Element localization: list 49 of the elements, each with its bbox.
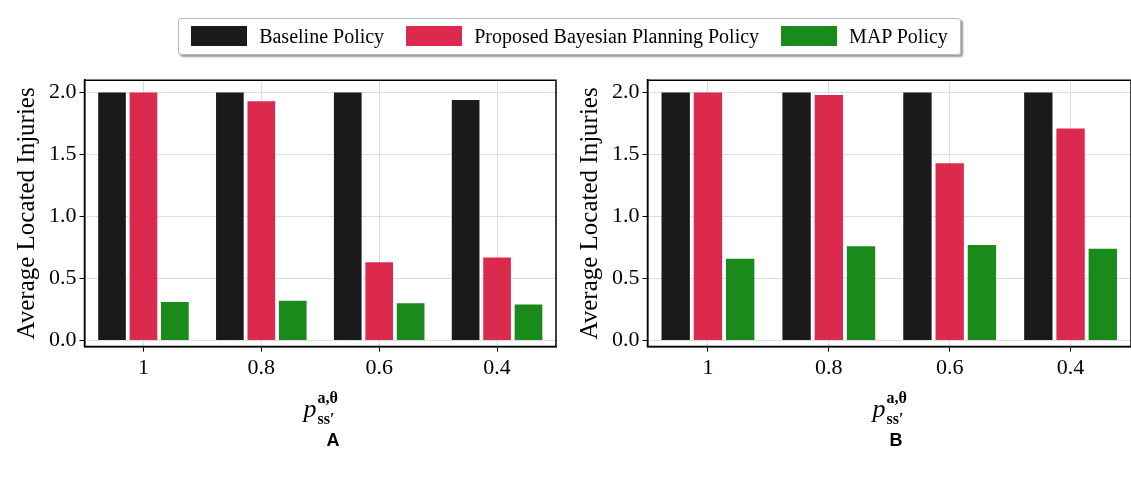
bar <box>814 95 843 340</box>
y-tick-label: 1.5 <box>49 140 77 166</box>
x-tick-label: 0.8 <box>247 353 276 379</box>
bar <box>782 92 811 340</box>
bar <box>661 92 690 340</box>
bar <box>278 300 307 340</box>
y-tick-label: 0.0 <box>49 326 77 352</box>
y-tick-label: 0.0 <box>612 326 640 352</box>
x-tick-label: 1 <box>702 353 714 379</box>
bar <box>129 92 158 340</box>
bar <box>365 262 394 340</box>
x-tick-label: 1 <box>137 353 149 379</box>
bar <box>514 304 543 340</box>
y-tick-label: 1.0 <box>49 202 77 228</box>
y-tick-label: 1.5 <box>612 140 640 166</box>
legend-label: Proposed Bayesian Planning Policy <box>474 24 760 48</box>
y-axis-title: Average Located Injuries <box>574 87 602 340</box>
x-tick-label: 0.8 <box>815 353 843 379</box>
bar <box>967 245 997 340</box>
bar <box>903 92 932 340</box>
bar <box>216 92 244 340</box>
bar <box>1024 92 1053 340</box>
y-tick-label: 2.0 <box>612 78 640 104</box>
y-tick-label: 0.5 <box>49 264 77 290</box>
bar <box>98 92 126 340</box>
bar <box>935 163 964 340</box>
bar <box>846 246 876 340</box>
x-tick-label: 0.4 <box>1056 353 1085 379</box>
x-tick-label: 0.6 <box>935 353 964 379</box>
bar <box>725 258 755 340</box>
bar <box>161 301 189 340</box>
bar <box>693 92 723 340</box>
y-tick-label: 1.0 <box>612 202 640 228</box>
bar <box>483 257 511 340</box>
x-tick-label: 0.6 <box>365 353 393 379</box>
bar <box>1056 128 1085 340</box>
legend-label: MAP Policy <box>849 24 948 48</box>
y-tick-label: 0.5 <box>612 264 640 290</box>
bar <box>451 100 480 340</box>
bar <box>247 101 276 340</box>
text: B <box>888 430 904 451</box>
bar <box>396 303 425 340</box>
legend-label: Baseline Policy <box>259 24 385 48</box>
y-axis-title: Average Located Injuries <box>11 87 39 340</box>
bar <box>333 92 362 340</box>
bar <box>1088 248 1117 340</box>
y-tick-label: 2.0 <box>49 78 77 104</box>
text: A <box>325 430 341 451</box>
x-tick-label: 0.4 <box>483 353 511 379</box>
